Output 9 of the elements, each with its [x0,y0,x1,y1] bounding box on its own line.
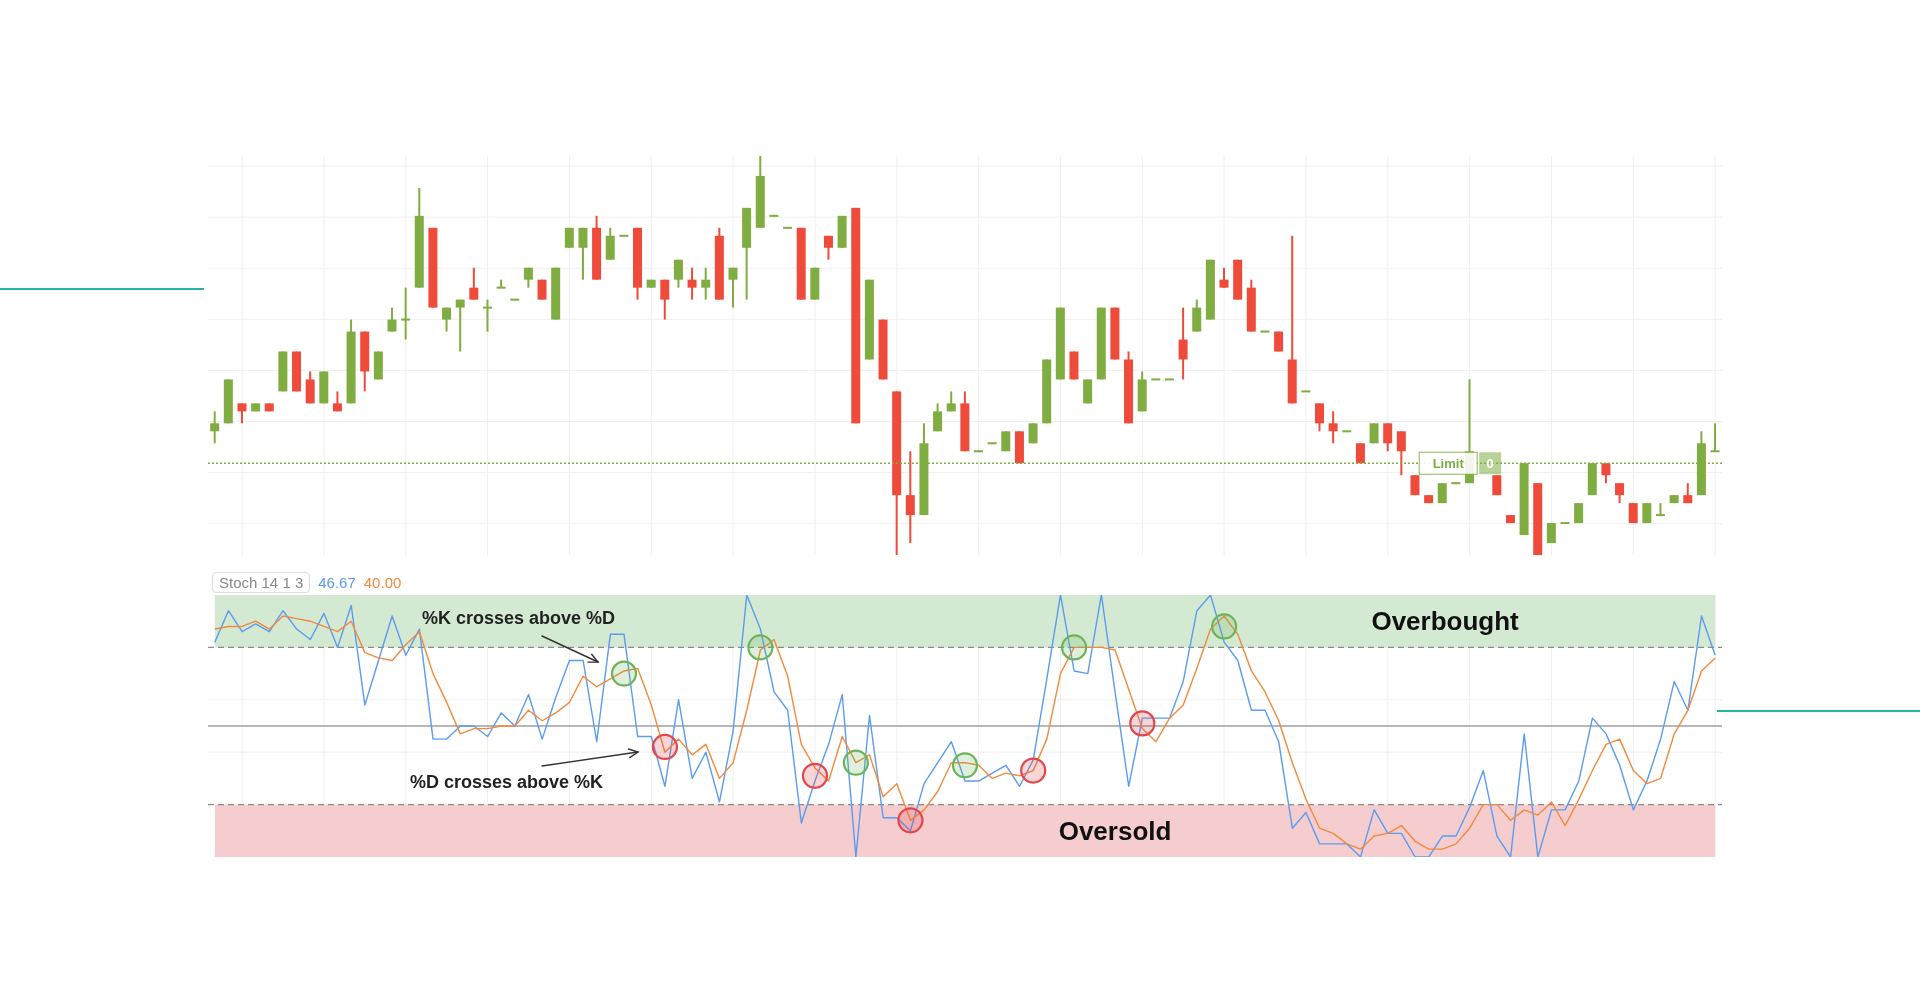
band-label: Oversold [1058,815,1172,846]
band-label: Overbought [1371,606,1520,637]
text: 40.00 [363,574,402,591]
chart-title: Stoch 14 1 3 [212,572,311,593]
ref-line-label: Limit [1432,456,1465,472]
series-label: 46.67 [318,574,356,591]
annotation: 0 [1486,456,1494,472]
annotation: %K crosses above %D [422,608,616,629]
annotation: %D crosses above %K [410,772,604,793]
